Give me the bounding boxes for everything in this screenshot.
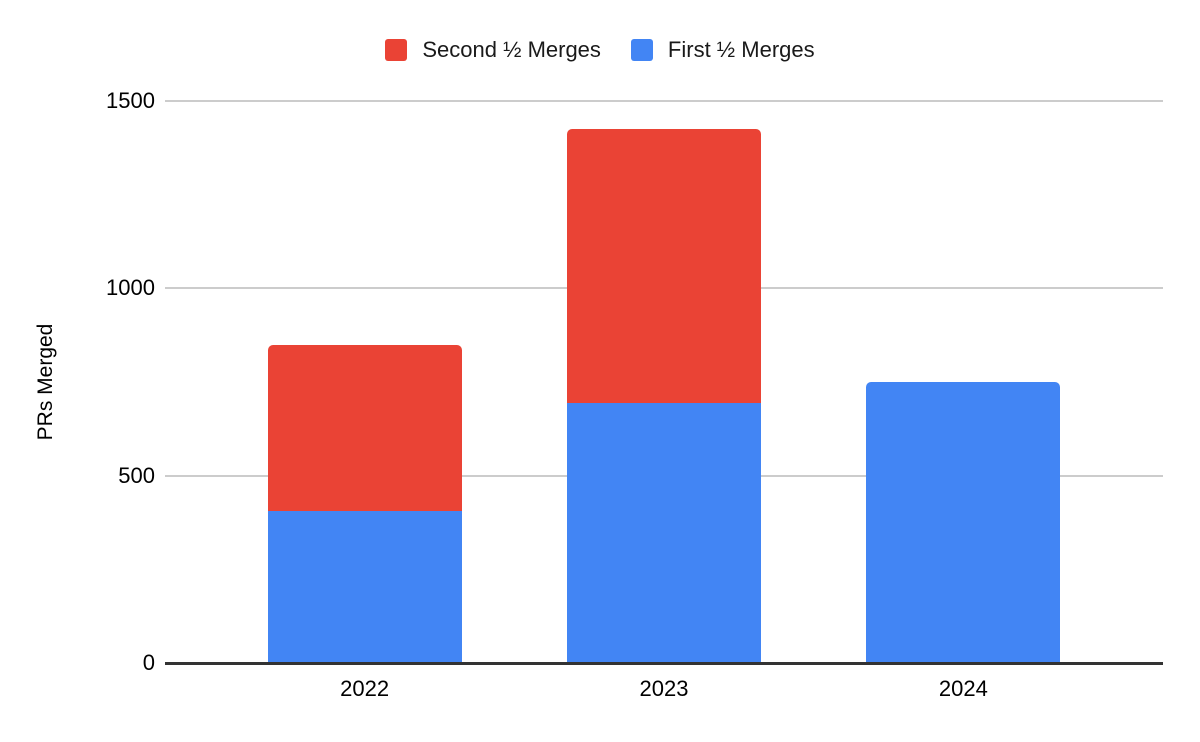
y-tick-label-1000: 1000 [106,275,155,301]
y-tick-label-0: 0 [142,650,155,675]
y-tick-label-500: 500 [118,462,155,488]
legend-label-second-half: Second ½ Merges [422,37,601,62]
y-tick-label-1500: 1500 [106,88,155,113]
bar-2023-second-merges [567,129,761,403]
plot-area [165,100,1163,665]
bar-2024-first-merges [866,382,1061,663]
legend-label-first-half: First ½ Merges [667,37,815,62]
legend-swatch-second-half-icon [385,39,408,61]
legend-item-first-half-merges: First ½ Merges [630,37,815,63]
legend-swatch-first-half-icon [630,39,653,61]
legend-item-second-half-merges: Second ½ Merges [385,37,601,63]
x-axis-label-2024: 2024 [938,676,988,701]
legend: Second ½ Merges First ½ Merges [0,36,1200,64]
gridline-1500 [165,100,1163,102]
y-axis-title: PRs Merged [34,323,57,441]
bar-2022-second-merges [267,344,462,512]
x-axis-label-2022: 2022 [340,676,390,701]
x-axis-label-2023: 2023 [639,676,689,701]
x-axis-baseline [165,661,1163,665]
bar-2022-first-merges [267,511,462,663]
bar-2023-first-merges [567,402,761,663]
